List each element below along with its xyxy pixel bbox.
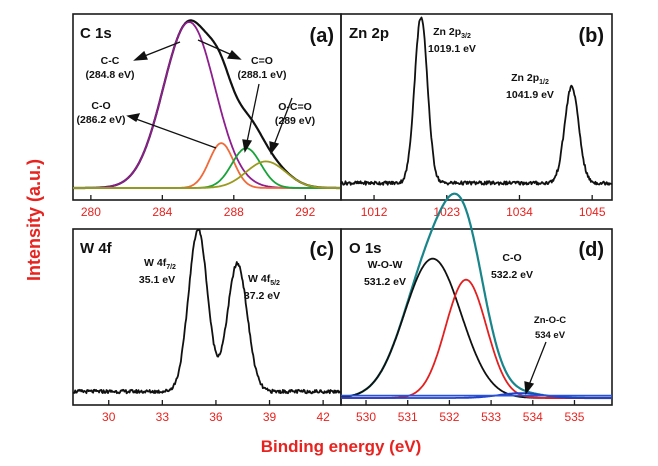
annotation-znoc-energy: 534 eV (535, 330, 566, 341)
annotation-arrows (126, 39, 293, 155)
series-w-4f-spectrum (72, 229, 342, 395)
curves (340, 192, 613, 400)
series-zn-2p-spectrum (340, 16, 613, 186)
x-tick-label: 42 (316, 410, 330, 424)
panel-title: W 4f (80, 240, 113, 257)
arrow-c-double-o-to-peak-line (246, 83, 260, 143)
annotation-w4f52-name: W 4f5/2 (248, 273, 280, 287)
annotation-w4f52: W 4f5/2 37.2 eV (244, 273, 280, 302)
curves (340, 16, 613, 186)
annotation-cc-name: C-C (101, 55, 120, 67)
series-c-o (340, 278, 613, 399)
annotation-w4f52-energy: 37.2 eV (244, 290, 280, 302)
annotation-co: C-O (286.2 eV) (76, 100, 125, 126)
annotation-zn2p32: Zn 2p3/2 1019.1 eV (428, 26, 476, 55)
arrow-c-double-o-to-label-line (197, 39, 233, 56)
x-tick-label: 535 (564, 410, 584, 424)
arrow-ocdo-head (269, 141, 280, 155)
series-o-c-o (72, 160, 342, 189)
panel-c1s: 280 284 288 292 C 1s (a) C-C (284.8 eV) C=O… (72, 13, 342, 219)
annotation-w4f72-name: W 4f7/2 (144, 257, 176, 271)
x-tick-label: 532 (439, 410, 459, 424)
arrow-znoc-head (524, 381, 535, 395)
plot-frame (340, 13, 613, 201)
x-tick-label: 1034 (506, 205, 533, 219)
x-ticks: 530 531 532 533 534 535 (356, 400, 585, 424)
arrow-cc-line (141, 41, 181, 58)
x-tick-label: 534 (523, 410, 543, 424)
annotation-wow-energy: 531.2 eV (364, 276, 406, 288)
annotation-zn2p12-name: Zn 2p1/2 (511, 72, 549, 86)
panel-zn2p: 1012 1023 1034 1045 Zn 2p (b) Zn 2p3/2 1019… (340, 13, 613, 219)
annotation-wow-name: W-O-W (368, 259, 403, 271)
arrow-ocdo-line (273, 97, 293, 146)
annotation-c-double-o-name: C=O (251, 55, 273, 67)
annotation-zn2p32-name: Zn 2p3/2 (433, 26, 471, 40)
annotation-zn2p12-energy: 1041.9 eV (506, 89, 554, 101)
x-ticks: 1012 1023 1034 1045 (361, 195, 606, 219)
annotation-zn2p32-energy: 1019.1 eV (428, 43, 476, 55)
y-axis-label: Intensity (a.u.) (24, 159, 44, 281)
x-axis-label: Binding energy (eV) (261, 437, 422, 456)
x-tick-label: 30 (102, 410, 116, 424)
annotation-w4f72: W 4f7/2 35.1 eV (139, 257, 176, 286)
x-tick-label: 39 (263, 410, 277, 424)
x-tick-label: 33 (156, 410, 170, 424)
annotation-znoc-name: Zn-O-C (534, 315, 566, 326)
x-ticks: 30 33 36 39 42 (102, 400, 330, 424)
annotation-znoc: Zn-O-C 534 eV (534, 315, 566, 341)
arrow-znoc-line (528, 341, 547, 386)
panel-letter: (c) (310, 239, 334, 261)
annotation-co-d-name: C-O (502, 252, 521, 264)
panel-title: C 1s (80, 25, 112, 42)
panel-title: O 1s (349, 240, 382, 257)
arrow-cc-head (133, 50, 148, 61)
arrow-c-double-o-to-label-head (226, 49, 242, 60)
panel-title: Zn 2p (349, 25, 389, 42)
arrow-co-line (135, 118, 217, 149)
x-tick-label: 531 (398, 410, 418, 424)
panel-w4f: 30 33 36 39 42 W 4f (c) W 4f7/2 35.1 eV W 4f… (72, 228, 342, 424)
plot-frame (340, 228, 613, 406)
annotation-arrows-d (524, 341, 547, 395)
annotation-co-energy: (286.2 eV) (76, 114, 125, 126)
series-zn-o-c (340, 392, 613, 399)
x-tick-label: 36 (209, 410, 223, 424)
panel-letter: (d) (578, 239, 604, 261)
annotation-c-double-o-energy: (288.1 eV) (237, 69, 286, 81)
annotation-ocdo: O-C=O (289 eV) (275, 101, 315, 127)
x-ticks: 280 284 288 292 (81, 195, 316, 219)
arrow-c-double-o-to-peak-head (242, 139, 253, 153)
panel-o1s: 530 531 532 533 534 535 O 1s (d) W-O-W 531.2 … (340, 192, 613, 424)
x-tick-label: 280 (81, 205, 101, 219)
panel-letter: (a) (310, 25, 334, 47)
x-tick-label: 288 (224, 205, 244, 219)
annotation-ocdo-name: O-C=O (278, 101, 312, 113)
annotation-cc-energy: (284.8 eV) (85, 69, 134, 81)
annotation-cc: C-C (284.8 eV) (85, 55, 134, 81)
annotation-zn2p12: Zn 2p1/2 1041.9 eV (506, 72, 554, 101)
arrow-co-head (126, 113, 141, 122)
panel-letter: (b) (578, 25, 604, 47)
annotation-co-name: C-O (91, 100, 110, 112)
plot-frame (72, 228, 342, 406)
x-tick-label: 292 (295, 205, 315, 219)
x-tick-label: 533 (481, 410, 501, 424)
annotation-co-d: C-O 532.2 eV (491, 252, 533, 281)
x-tick-label: 1045 (579, 205, 606, 219)
curves (72, 19, 342, 190)
curves (72, 229, 342, 395)
x-tick-label: 284 (152, 205, 172, 219)
annotation-w4f72-energy: 35.1 eV (139, 274, 175, 286)
annotation-co-d-energy: 532.2 eV (491, 269, 533, 281)
annotation-wow: W-O-W 531.2 eV (364, 259, 406, 288)
x-tick-label: 530 (356, 410, 376, 424)
x-tick-label: 1012 (361, 205, 388, 219)
annotation-c-double-o: C=O (288.1 eV) (237, 55, 286, 81)
